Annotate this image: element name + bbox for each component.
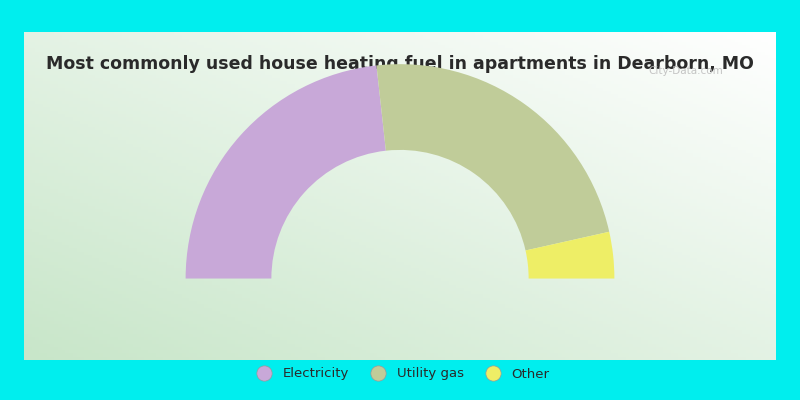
Wedge shape xyxy=(186,66,386,278)
Wedge shape xyxy=(526,232,614,278)
Text: City-Data.com: City-Data.com xyxy=(648,66,723,76)
Wedge shape xyxy=(377,64,610,250)
Text: Most commonly used house heating fuel in apartments in Dearborn, MO: Most commonly used house heating fuel in… xyxy=(46,55,754,73)
Legend: Electricity, Utility gas, Other: Electricity, Utility gas, Other xyxy=(251,368,549,380)
